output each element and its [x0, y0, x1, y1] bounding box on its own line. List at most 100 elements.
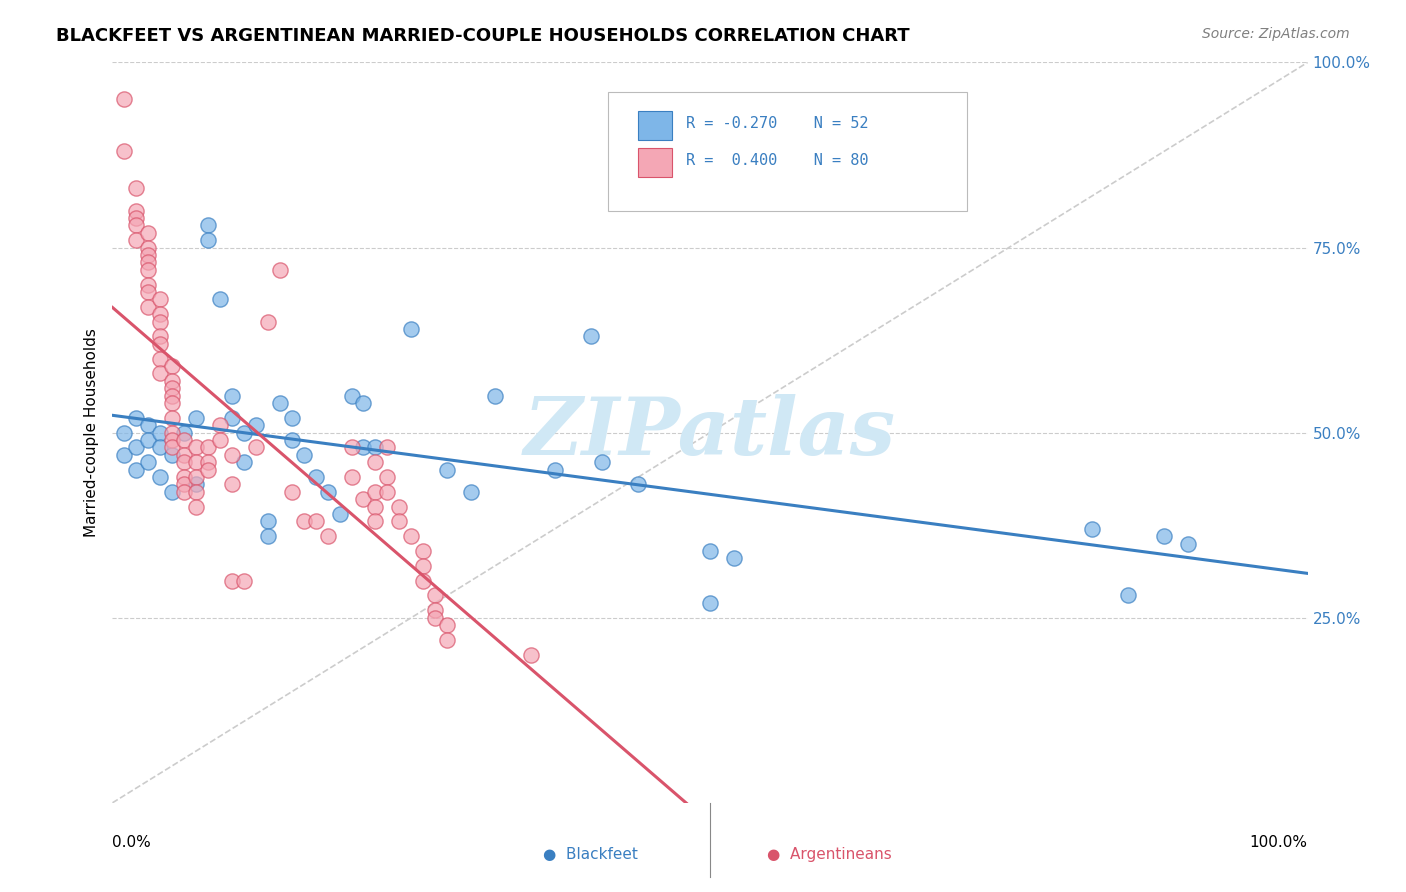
Point: [186, 455, 208, 469]
Point: [364, 515, 387, 529]
Point: [209, 293, 232, 307]
Point: [412, 558, 434, 573]
Point: [149, 314, 172, 328]
FancyBboxPatch shape: [609, 92, 967, 211]
Point: [149, 367, 172, 381]
Point: [352, 441, 374, 455]
Point: [364, 455, 387, 469]
Text: R = -0.270    N = 52: R = -0.270 N = 52: [686, 116, 869, 130]
Point: [186, 477, 208, 491]
Text: 100.0%: 100.0%: [1250, 835, 1308, 850]
Point: [436, 618, 458, 632]
Point: [125, 441, 148, 455]
Point: [221, 448, 243, 462]
Point: [162, 433, 183, 447]
Point: [149, 425, 172, 440]
Point: [173, 470, 195, 484]
Point: [186, 500, 208, 514]
Point: [162, 388, 183, 402]
Point: [186, 441, 208, 455]
Text: Source: ZipAtlas.com: Source: ZipAtlas.com: [1202, 27, 1350, 41]
Point: [125, 181, 148, 195]
Point: [460, 484, 482, 499]
Y-axis label: Married-couple Households: Married-couple Households: [83, 328, 98, 537]
Point: [197, 233, 219, 247]
Text: ●  Blackfeet: ● Blackfeet: [543, 847, 638, 863]
Point: [388, 515, 411, 529]
Point: [138, 240, 160, 255]
Point: [173, 425, 195, 440]
Point: [138, 455, 160, 469]
Point: [699, 544, 721, 558]
Point: [221, 410, 243, 425]
Point: [1177, 536, 1199, 550]
Point: [412, 544, 434, 558]
Point: [162, 410, 183, 425]
Point: [412, 574, 434, 588]
Point: [281, 433, 304, 447]
Point: [162, 359, 183, 373]
Point: [162, 484, 183, 499]
Point: [162, 396, 183, 410]
Bar: [638, 147, 672, 178]
Point: [425, 603, 447, 617]
Point: [186, 410, 208, 425]
Point: [186, 470, 208, 484]
Point: [269, 396, 291, 410]
Point: [436, 462, 458, 476]
Point: [627, 477, 650, 491]
Point: [138, 418, 160, 433]
Text: ZIPatlas: ZIPatlas: [524, 394, 896, 471]
Point: [592, 455, 614, 469]
Point: [257, 529, 280, 543]
Point: [138, 262, 160, 277]
Point: [377, 470, 399, 484]
Point: [209, 433, 232, 447]
Point: [269, 262, 291, 277]
Point: [125, 410, 148, 425]
Point: [233, 574, 256, 588]
Point: [149, 307, 172, 321]
Point: [579, 329, 602, 343]
Point: [316, 484, 339, 499]
Point: [125, 462, 148, 476]
Point: [197, 455, 219, 469]
Point: [305, 515, 328, 529]
Point: [329, 507, 352, 521]
Point: [257, 314, 280, 328]
Point: [114, 145, 135, 159]
Point: [377, 441, 399, 455]
Point: [281, 410, 304, 425]
Point: [221, 388, 243, 402]
Point: [233, 425, 256, 440]
Text: BLACKFEET VS ARGENTINEAN MARRIED-COUPLE HOUSEHOLDS CORRELATION CHART: BLACKFEET VS ARGENTINEAN MARRIED-COUPLE …: [56, 27, 910, 45]
Point: [401, 529, 423, 543]
Point: [352, 396, 374, 410]
Point: [425, 589, 447, 603]
Point: [340, 470, 363, 484]
Text: R =  0.400    N = 80: R = 0.400 N = 80: [686, 153, 869, 168]
Point: [305, 470, 328, 484]
Point: [162, 448, 183, 462]
Point: [173, 433, 195, 447]
Point: [149, 351, 172, 366]
Point: [340, 441, 363, 455]
Point: [377, 484, 399, 499]
Point: [1081, 522, 1104, 536]
Point: [125, 233, 148, 247]
Point: [352, 492, 374, 507]
Point: [149, 470, 172, 484]
Point: [245, 418, 267, 433]
Point: [723, 551, 745, 566]
Point: [1153, 529, 1175, 543]
Point: [233, 455, 256, 469]
Point: [138, 248, 160, 262]
Point: [138, 226, 160, 240]
Point: [125, 211, 148, 225]
Point: [149, 441, 172, 455]
Point: [138, 255, 160, 269]
Point: [1118, 589, 1140, 603]
Point: [281, 484, 304, 499]
Point: [388, 500, 411, 514]
Point: [257, 515, 280, 529]
